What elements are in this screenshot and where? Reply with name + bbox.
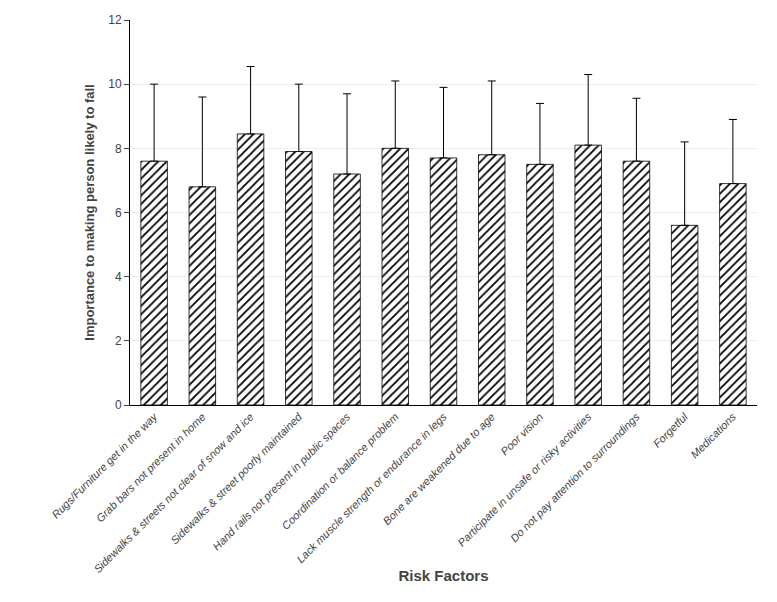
svg-text:6: 6 <box>115 206 122 220</box>
svg-text:Grab bars not present in home: Grab bars not present in home <box>94 411 208 525</box>
svg-text:Bone are weakened due to age: Bone are weakened due to age <box>380 411 497 528</box>
svg-text:Lack muscle strength or endura: Lack muscle strength or endurance in leg… <box>294 410 449 565</box>
svg-text:Do not pay attention to surrou: Do not pay attention to surroundings <box>508 410 642 544</box>
svg-text:2: 2 <box>115 334 122 348</box>
svg-text:Importance to making person li: Importance to making person likely to fa… <box>82 84 97 340</box>
svg-text:Coordination or balance proble: Coordination or balance problem <box>279 411 400 532</box>
svg-text:4: 4 <box>115 270 122 284</box>
svg-text:Poor vision: Poor vision <box>498 411 545 458</box>
svg-text:Risk Factors: Risk Factors <box>398 567 488 584</box>
svg-text:10: 10 <box>108 77 122 91</box>
svg-text:12: 12 <box>108 13 122 27</box>
svg-text:Participate in unsafe or risky: Participate in unsafe or risky activitie… <box>455 410 594 549</box>
svg-text:Sidewalks & street poorly main: Sidewalks & street poorly maintained <box>168 410 305 547</box>
svg-text:Hand rails not present in publ: Hand rails not present in public spaces <box>210 410 352 552</box>
svg-text:Medications: Medications <box>688 410 738 460</box>
svg-text:0: 0 <box>115 398 122 412</box>
svg-text:Rugs/Furniture get in the way: Rugs/Furniture get in the way <box>49 409 160 520</box>
svg-text:Sidewalks & streets not clear: Sidewalks & streets not clear of snow an… <box>91 411 256 576</box>
svg-text:8: 8 <box>115 142 122 156</box>
svg-text:Forgetful: Forgetful <box>651 410 691 450</box>
